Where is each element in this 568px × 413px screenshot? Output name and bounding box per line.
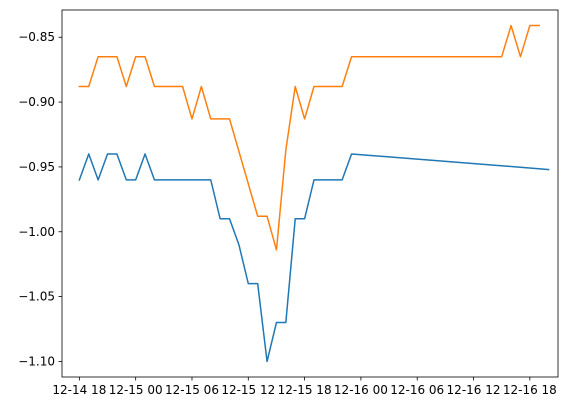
x-tick-label: 12-16 12 — [447, 383, 501, 397]
x-tick-label: 12-15 12 — [221, 383, 275, 397]
x-tick-label: 12-15 06 — [165, 383, 219, 397]
y-tick-label: −0.95 — [18, 160, 55, 174]
x-tick-label: 12-15 18 — [278, 383, 332, 397]
y-tick-label: −0.90 — [18, 95, 55, 109]
x-tick-label: 12-16 18 — [503, 383, 557, 397]
y-axis: −0.85 −0.90 −0.95 −1.00 −1.05 −1.10 — [18, 30, 62, 368]
y-tick-label: −1.10 — [18, 354, 55, 368]
x-axis: 12-14 18 12-15 00 12-15 06 12-15 12 12-15 18… — [52, 377, 557, 397]
plot-frame — [61, 9, 559, 378]
series-line-1 — [78, 153, 550, 363]
y-tick-label: −0.85 — [18, 30, 55, 44]
y-tick-label: −1.05 — [18, 290, 55, 304]
x-tick-label: 12-16 06 — [390, 383, 444, 397]
x-tick-label: 12-16 00 — [334, 383, 388, 397]
series-layer — [78, 24, 550, 363]
y-tick-label: −1.00 — [18, 225, 55, 239]
x-tick-label: 12-15 00 — [109, 383, 163, 397]
series-line-2 — [78, 24, 540, 251]
x-tick-label: 12-14 18 — [52, 383, 106, 397]
